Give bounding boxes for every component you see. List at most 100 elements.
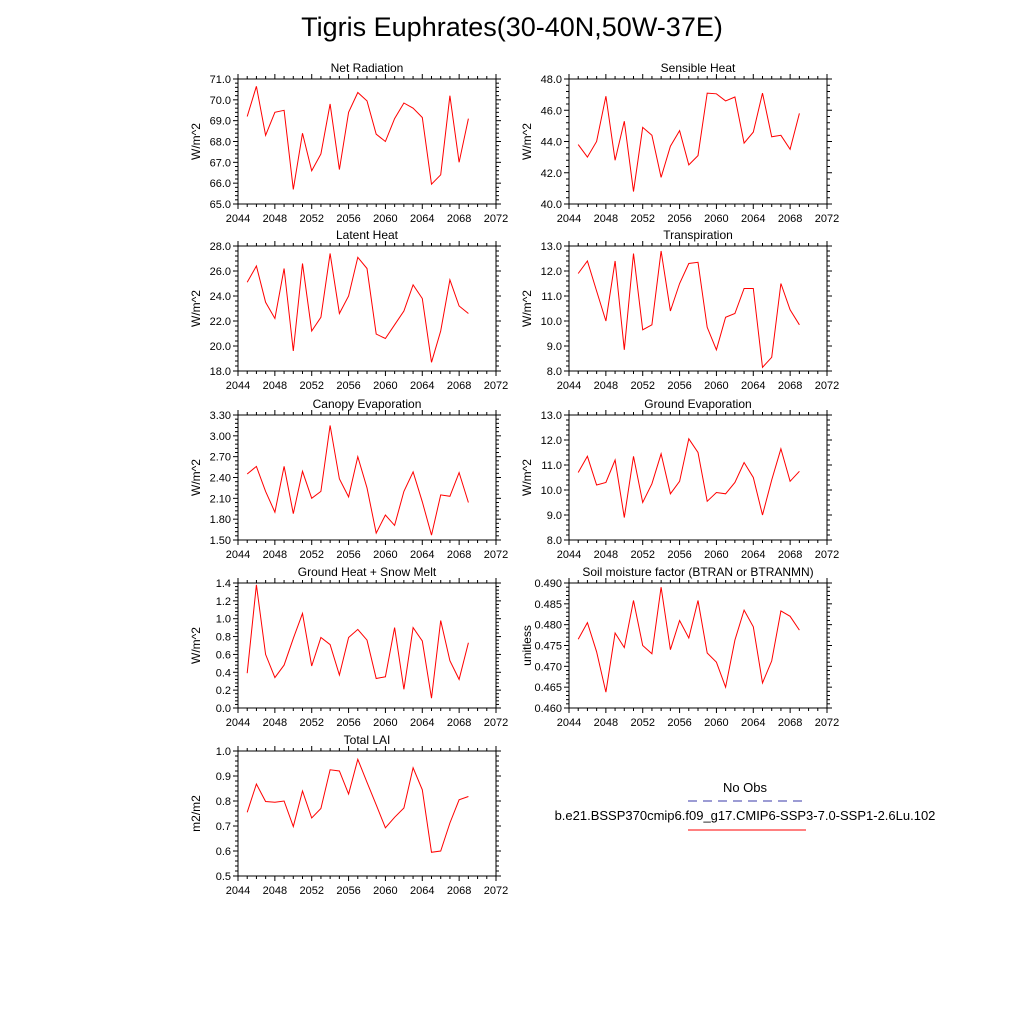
x-tick-label: 2048 bbox=[594, 380, 618, 392]
x-tick-label: 2044 bbox=[226, 549, 250, 561]
x-tick-label: 2048 bbox=[594, 549, 618, 561]
x-tick-label: 2056 bbox=[667, 549, 691, 561]
y-tick-label: 20.0 bbox=[210, 341, 231, 353]
series-line bbox=[577, 250, 800, 369]
y-tick-label: 0.0 bbox=[216, 703, 231, 715]
x-tick-label: 2056 bbox=[336, 213, 360, 225]
y-tick-label: 18.0 bbox=[210, 366, 231, 378]
y-axis-label: unitless bbox=[520, 625, 534, 666]
x-tick-label: 2044 bbox=[226, 380, 250, 392]
x-tick-label: 2044 bbox=[557, 549, 581, 561]
series-line bbox=[577, 437, 800, 518]
x-tick-label: 2052 bbox=[630, 717, 654, 729]
y-axis-label: W/m^2 bbox=[189, 123, 203, 160]
panel-title: Canopy Evaporation bbox=[313, 397, 422, 411]
x-tick-label: 2068 bbox=[447, 549, 471, 561]
y-tick-label: 11.0 bbox=[541, 460, 562, 472]
chart-panel-1: Net Radiation W/m^2 2044 2048 2052 2056 2060 20… bbox=[189, 61, 508, 225]
x-tick-label: 2044 bbox=[557, 717, 581, 729]
y-axis-label: W/m^2 bbox=[189, 290, 203, 327]
x-tick-label: 2056 bbox=[336, 885, 360, 897]
x-tick-label: 2060 bbox=[373, 213, 397, 225]
x-tick-label: 2056 bbox=[667, 717, 691, 729]
y-tick-label: 0.460 bbox=[534, 703, 562, 715]
x-tick-label: 2064 bbox=[410, 885, 434, 897]
x-tick-label: 2044 bbox=[557, 380, 581, 392]
y-tick-label: 0.470 bbox=[534, 661, 562, 673]
x-tick-label: 2072 bbox=[484, 717, 508, 729]
y-tick-label: 8.0 bbox=[547, 535, 562, 547]
x-tick-label: 2060 bbox=[704, 549, 728, 561]
plot-frame bbox=[237, 750, 497, 877]
chart-panel-4: Transpiration W/m^2 2044 2048 2052 2056 2060 20… bbox=[520, 228, 839, 392]
y-tick-label: 66.0 bbox=[210, 178, 231, 190]
chart-panel-6: Ground Evaporation W/m^2 2044 2048 2052 2056 2… bbox=[520, 397, 839, 561]
x-tick-label: 2060 bbox=[373, 549, 397, 561]
y-tick-label: 0.465 bbox=[534, 682, 562, 694]
y-tick-label: 46.0 bbox=[541, 105, 562, 117]
y-tick-label: 1.50 bbox=[210, 535, 231, 547]
series-line bbox=[577, 92, 800, 192]
x-tick-label: 2068 bbox=[447, 380, 471, 392]
y-tick-label: 0.8 bbox=[216, 632, 231, 644]
x-tick-label: 2056 bbox=[336, 717, 360, 729]
x-tick-label: 2056 bbox=[336, 380, 360, 392]
y-tick-label: 0.9 bbox=[216, 771, 231, 783]
y-tick-label: 12.0 bbox=[541, 266, 562, 278]
chart-panel-8: Soil moisture factor (BTRAN or BTRANMN) u… bbox=[520, 565, 839, 729]
x-tick-label: 2060 bbox=[373, 380, 397, 392]
x-tick-label: 2052 bbox=[299, 885, 323, 897]
x-tick-label: 2072 bbox=[815, 213, 839, 225]
y-tick-label: 0.480 bbox=[534, 620, 562, 632]
chart-panel-5: Canopy Evaporation W/m^2 2044 2048 2052 2056 2… bbox=[189, 397, 508, 561]
x-tick-label: 2064 bbox=[410, 717, 434, 729]
y-axis-label: W/m^2 bbox=[520, 459, 534, 496]
y-tick-label: 1.0 bbox=[216, 614, 231, 626]
x-tick-label: 2052 bbox=[299, 717, 323, 729]
y-tick-label: 3.30 bbox=[210, 410, 231, 422]
y-tick-label: 70.0 bbox=[210, 95, 231, 107]
series-line bbox=[246, 584, 469, 699]
x-tick-label: 2072 bbox=[484, 549, 508, 561]
x-tick-label: 2064 bbox=[741, 717, 765, 729]
x-tick-label: 2048 bbox=[594, 717, 618, 729]
chart-panel-2: Sensible Heat W/m^2 2044 2048 2052 2056 2060 20… bbox=[520, 61, 839, 225]
y-tick-label: 48.0 bbox=[541, 74, 562, 86]
y-tick-label: 28.0 bbox=[210, 241, 231, 253]
panel-title: Net Radiation bbox=[331, 61, 404, 75]
y-tick-label: 0.475 bbox=[534, 641, 562, 653]
y-tick-label: 67.0 bbox=[210, 157, 231, 169]
x-tick-label: 2072 bbox=[815, 549, 839, 561]
x-tick-label: 2068 bbox=[447, 717, 471, 729]
x-tick-label: 2052 bbox=[630, 549, 654, 561]
x-tick-label: 2060 bbox=[704, 380, 728, 392]
y-tick-label: 0.6 bbox=[216, 846, 231, 858]
y-tick-label: 26.0 bbox=[210, 266, 231, 278]
y-tick-label: 1.2 bbox=[216, 596, 231, 608]
x-tick-label: 2048 bbox=[263, 549, 287, 561]
y-tick-label: 9.0 bbox=[547, 510, 562, 522]
y-tick-label: 8.0 bbox=[547, 366, 562, 378]
y-tick-label: 0.6 bbox=[216, 649, 231, 661]
x-tick-label: 2052 bbox=[630, 213, 654, 225]
y-tick-label: 0.490 bbox=[534, 578, 562, 590]
panel-title: Transpiration bbox=[663, 228, 733, 242]
x-tick-label: 2060 bbox=[373, 885, 397, 897]
plot-frame bbox=[568, 78, 828, 205]
x-tick-label: 2068 bbox=[778, 717, 802, 729]
x-tick-label: 2068 bbox=[447, 885, 471, 897]
y-tick-label: 0.485 bbox=[534, 599, 562, 611]
y-tick-label: 42.0 bbox=[541, 168, 562, 180]
y-axis-label: W/m^2 bbox=[189, 459, 203, 496]
y-tick-label: 0.5 bbox=[216, 871, 231, 883]
series-line bbox=[246, 86, 469, 190]
y-tick-label: 24.0 bbox=[210, 291, 231, 303]
legend-case-label: b.e21.BSSP370cmip6.f09_g17.CMIP6-SSP3-7.… bbox=[554, 808, 936, 823]
x-tick-label: 2064 bbox=[410, 380, 434, 392]
x-tick-label: 2056 bbox=[667, 380, 691, 392]
x-tick-label: 2068 bbox=[447, 213, 471, 225]
panel-title: Soil moisture factor (BTRAN or BTRANMN) bbox=[582, 565, 813, 579]
y-tick-label: 13.0 bbox=[541, 241, 562, 253]
x-tick-label: 2044 bbox=[557, 213, 581, 225]
